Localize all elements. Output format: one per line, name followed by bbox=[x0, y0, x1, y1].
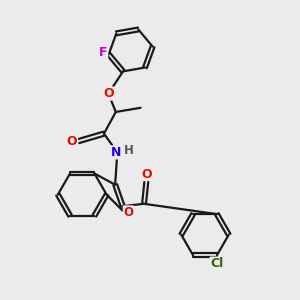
Text: O: O bbox=[142, 168, 152, 181]
Text: N: N bbox=[111, 146, 121, 159]
Text: O: O bbox=[103, 87, 114, 100]
Text: H: H bbox=[124, 143, 134, 157]
Text: Cl: Cl bbox=[210, 257, 224, 270]
Text: O: O bbox=[67, 135, 77, 148]
Text: O: O bbox=[123, 206, 133, 219]
Text: F: F bbox=[99, 46, 108, 59]
